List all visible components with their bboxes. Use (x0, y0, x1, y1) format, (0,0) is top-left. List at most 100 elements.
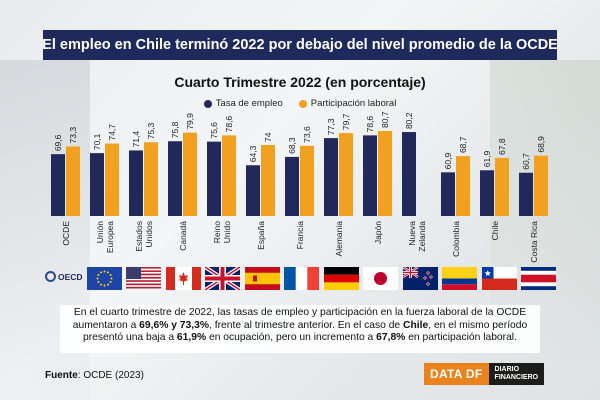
oecd-logo: OECD (45, 271, 83, 282)
value-label-employment-5: 64,3 (248, 145, 258, 162)
note-text-5: en participación laboral. (405, 332, 517, 344)
note-text-2: , frente al trimestre anterior. En el ca… (209, 319, 404, 331)
bar-employment-4 (207, 141, 221, 216)
summary-note: En el cuarto trimestre de 2022, las tasa… (60, 305, 540, 353)
value-label-participation-5: 74 (263, 132, 273, 142)
legend-item-employment: Tasa de empleo (203, 98, 283, 109)
bar-employment-1 (90, 153, 104, 216)
brand-line-2: FINANCIERO (494, 374, 539, 381)
category-label-6-0: Francia (295, 221, 305, 250)
bar-participation-2 (144, 142, 158, 216)
source-note: Fuente: OCDE (2023) (45, 370, 144, 381)
bar-participation-10 (456, 156, 470, 216)
bar-employment-8 (363, 135, 377, 216)
category-label-9-0: Nueva (407, 221, 417, 246)
source-label: Fuente (45, 370, 78, 381)
value-label-participation-0: 73,3 (68, 127, 78, 144)
value-label-participation-12: 68,9 (536, 136, 546, 153)
brand-name: DIARIO FINANCIERO (488, 363, 545, 385)
category-label-4-0: Reino (212, 221, 222, 243)
bar-participation-0 (66, 146, 80, 216)
value-label-participation-2: 75,3 (146, 122, 156, 139)
value-label-employment-8: 78,6 (365, 116, 375, 133)
flag-eu-icon (86, 267, 122, 290)
value-label-participation-11: 67,8 (497, 138, 507, 155)
brand-line-1: DIARIO (494, 366, 520, 373)
value-label-participation-7: 79,7 (341, 113, 351, 130)
category-label-1-0: Unión (95, 221, 105, 243)
bar-participation-8 (378, 131, 392, 216)
legend-dot-employment (203, 99, 212, 108)
bar-participation-5 (261, 144, 275, 216)
value-label-employment-6: 68,3 (287, 137, 297, 154)
brand-logo: DATA DF DIARIO FINANCIERO (424, 363, 545, 385)
category-label-5-0: España (256, 221, 266, 250)
flag-germany-icon (323, 267, 359, 290)
flag-japan-icon (363, 267, 398, 290)
legend-item-participation: Participación laboral (298, 98, 397, 109)
value-label-participation-4: 78,6 (224, 116, 234, 133)
bar-employment-3 (168, 141, 182, 216)
value-label-participation-1: 74,7 (107, 124, 117, 141)
bar-participation-3 (183, 132, 197, 216)
value-label-employment-0: 69,6 (53, 134, 63, 151)
chart-legend: Tasa de empleo Participación laboral (0, 98, 600, 109)
value-label-employment-2: 71,4 (131, 131, 141, 148)
value-label-employment-10: 60,9 (443, 153, 453, 170)
category-label-2-0: Estados (134, 221, 144, 252)
bar-participation-4 (222, 135, 236, 216)
oecd-logo-text: OECD (58, 271, 83, 282)
bar-participation-1 (105, 143, 119, 216)
value-label-participation-8: 80,7 (380, 111, 390, 128)
bar-employment-2 (129, 150, 143, 216)
flag-canada-icon (165, 267, 201, 290)
flag-row: OECD (43, 266, 557, 294)
category-label-4-1: Unido (222, 221, 232, 243)
flag-chile-icon (481, 267, 517, 290)
oecd-logo-icon (45, 271, 56, 282)
value-label-employment-4: 75,6 (209, 122, 219, 139)
legend-dot-participation (298, 99, 307, 108)
value-label-employment-1: 70,1 (92, 133, 102, 150)
category-label-3-0: Canadá (178, 221, 188, 251)
flag-uk-icon (205, 267, 240, 290)
value-label-participation-10: 68,7 (458, 136, 468, 153)
value-label-employment-11: 61,9 (482, 150, 492, 167)
bar-employment-12 (519, 172, 533, 216)
flag-usa-icon (126, 267, 161, 290)
bar-participation-11 (495, 157, 509, 216)
flag-spain-icon (244, 267, 280, 290)
note-bold-3: 61,9% (176, 332, 207, 344)
value-label-employment-3: 75,8 (170, 121, 180, 138)
flag-colombia-icon (442, 267, 477, 290)
note-text-4: en ocupación, pero un incremento a (206, 332, 377, 344)
note-bold-1: 69,6% y 73,3% (139, 319, 209, 331)
brand-data-label: DATA DF (424, 363, 489, 385)
bar-employment-7 (324, 138, 338, 216)
bar-participation-12 (534, 155, 548, 216)
note-bold-4: 67,8% (376, 332, 406, 344)
bar-employment-0 (51, 154, 65, 216)
bar-participation-6 (300, 145, 314, 216)
bar-employment-5 (246, 165, 260, 216)
legend-label-participation: Participación laboral (310, 98, 397, 109)
bar-employment-6 (285, 156, 299, 216)
category-label-7-0: Alemania (334, 221, 344, 257)
value-label-participation-6: 73,6 (302, 126, 312, 143)
flag-new-zealand-icon (402, 267, 438, 290)
note-bold-2: Chile (403, 319, 429, 331)
category-label-9-1: Zelanda (417, 221, 427, 252)
chart-title: Cuarto Trimestre 2022 (en porcentaje) (174, 74, 426, 90)
note-text-3: , en el mismo período presentó una baja … (83, 319, 528, 344)
header-title: El empleo en Chile terminó 2022 por deba… (42, 30, 558, 60)
bar-employment-9 (402, 132, 416, 216)
flag-france-icon (284, 267, 319, 290)
flag-costa-rica-icon (521, 267, 556, 290)
category-label-10-0: Colombia (451, 221, 461, 257)
value-label-employment-7: 77,3 (326, 118, 336, 135)
category-label-0-0: OCDE (61, 221, 71, 246)
category-label-1-1: Europea (105, 221, 115, 253)
bar-employment-10 (441, 172, 455, 216)
category-label-2-1: Unidos (144, 221, 154, 247)
bar-participation-7 (339, 133, 353, 216)
